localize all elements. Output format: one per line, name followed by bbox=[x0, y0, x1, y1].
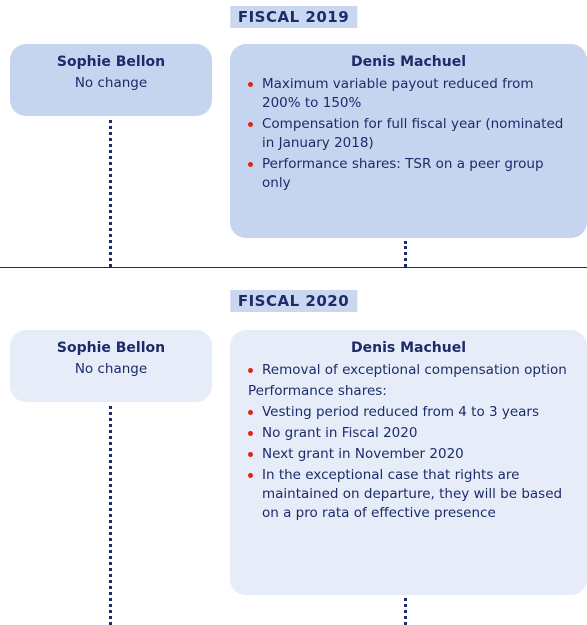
connector bbox=[109, 120, 112, 267]
bullet-item: Compensation for full fiscal year (nomin… bbox=[248, 115, 569, 153]
connector bbox=[404, 241, 407, 267]
bullet-item: Next grant in November 2020 bbox=[248, 445, 569, 464]
bullet-item: Vesting period reduced from 4 to 3 years bbox=[248, 403, 569, 422]
bullet-item: Performance shares: TSR on a peer group … bbox=[248, 155, 569, 193]
connector bbox=[109, 406, 112, 625]
person-name: Denis Machuel bbox=[351, 340, 466, 356]
item-note: Performance shares: bbox=[248, 383, 387, 399]
left-box: Sophie Bellon No change bbox=[10, 330, 212, 402]
connector bbox=[404, 598, 407, 625]
section-year: FISCAL 2019 bbox=[229, 6, 358, 28]
person-name: Sophie Bellon bbox=[56, 340, 166, 356]
bullet-item: No grant in Fiscal 2020 bbox=[248, 424, 569, 443]
right-box: Denis Machuel Removal of exceptional com… bbox=[230, 330, 587, 595]
item-list: Maximum variable payout reduced from 200… bbox=[248, 75, 569, 193]
right-box: Denis Machuel Maximum variable payout re… bbox=[230, 44, 587, 238]
left-box: Sophie Bellon No change bbox=[10, 44, 212, 116]
box-text: No change bbox=[74, 361, 148, 377]
box-text: No change bbox=[74, 75, 148, 91]
bullet-item: In the exceptional case that rights are … bbox=[248, 466, 569, 523]
person-name: Denis Machuel bbox=[351, 54, 466, 70]
divider bbox=[0, 267, 587, 268]
item-list: Removal of exceptional compensation opti… bbox=[248, 361, 569, 523]
bullet-item: Maximum variable payout reduced from 200… bbox=[248, 75, 569, 113]
bullet-item: Removal of exceptional compensation opti… bbox=[248, 361, 569, 380]
section-year: FISCAL 2020 bbox=[229, 290, 358, 312]
person-name: Sophie Bellon bbox=[56, 54, 166, 70]
